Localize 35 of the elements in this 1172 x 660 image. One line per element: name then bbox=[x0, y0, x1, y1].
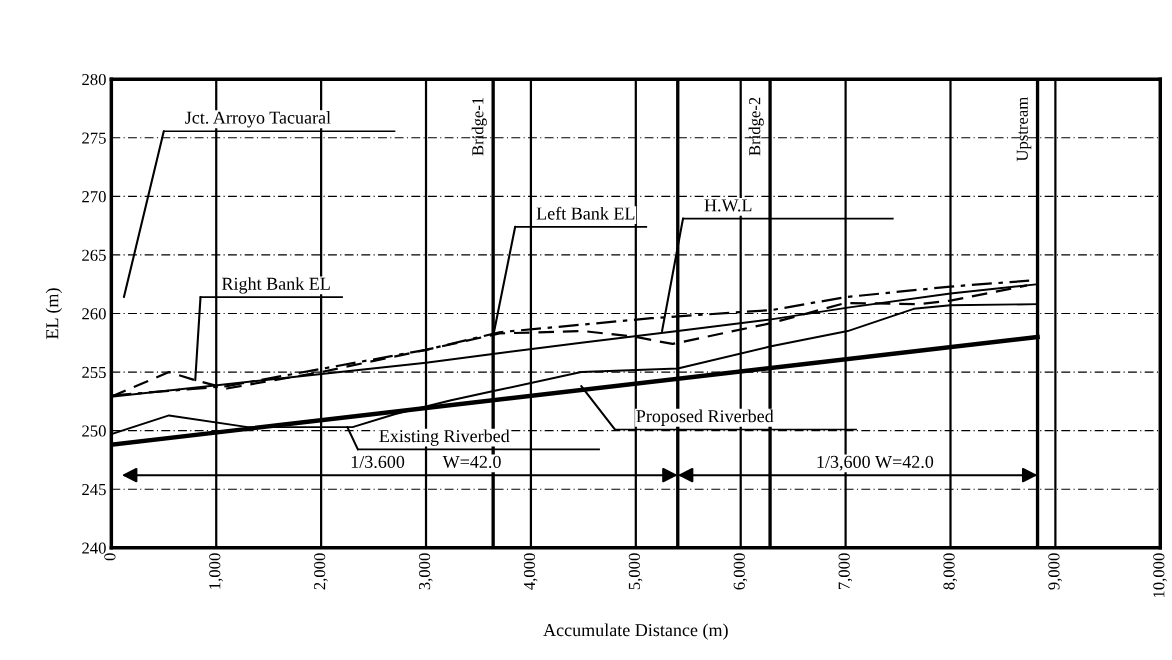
annotation: Right Bank EL bbox=[222, 277, 330, 294]
ref-line-label: Bridge-2 bbox=[748, 97, 764, 156]
annotation: W=42.0 bbox=[442, 455, 501, 469]
y-tick-label: 260 bbox=[82, 308, 106, 320]
y-tick-label: 275 bbox=[82, 132, 106, 144]
ref-line-label: Bridge-1 bbox=[471, 97, 487, 156]
ref-line-label: Upstream bbox=[1016, 97, 1032, 162]
annotation: W=42.0 bbox=[875, 455, 934, 469]
annotation: Existing Riverbed bbox=[379, 429, 510, 446]
x-tick-label: 10,000 bbox=[1153, 553, 1167, 598]
x-tick-label: 7,000 bbox=[838, 553, 853, 590]
annotation: Proposed Riverbed bbox=[636, 409, 774, 426]
y-tick-label: 255 bbox=[82, 366, 106, 379]
y-tick-label: 250 bbox=[82, 425, 106, 437]
x-tick-label: 8,000 bbox=[943, 553, 958, 590]
y-tick-label: 280 bbox=[82, 73, 106, 86]
y-axis-title: EL (m) bbox=[45, 288, 63, 339]
x-tick-label: 0 bbox=[104, 553, 116, 561]
x-tick-label: 4,000 bbox=[523, 553, 538, 590]
annotation: H.W.L bbox=[704, 199, 752, 212]
x-tick-label: 3,000 bbox=[418, 553, 433, 590]
annotation: Jct. Arroyo Tacuaral bbox=[185, 111, 331, 128]
y-tick-label: 240 bbox=[82, 542, 106, 554]
y-tick-label: 270 bbox=[82, 191, 106, 203]
y-tick-label: 245 bbox=[82, 483, 106, 496]
y-tick-label: 265 bbox=[82, 249, 106, 261]
x-tick-label: 5,000 bbox=[628, 553, 643, 590]
annotation: 1/3,600 bbox=[817, 455, 870, 471]
x-tick-label: 1,000 bbox=[209, 553, 223, 589]
x-axis-title: Accumulate Distance (m) bbox=[543, 623, 728, 640]
x-tick-label: 2,000 bbox=[314, 553, 328, 590]
annotation: Left Bank EL bbox=[536, 206, 635, 220]
x-tick-label: 9,000 bbox=[1048, 553, 1062, 590]
annotation: 1/3.600 bbox=[351, 455, 405, 469]
x-tick-label: 6,000 bbox=[733, 553, 748, 590]
